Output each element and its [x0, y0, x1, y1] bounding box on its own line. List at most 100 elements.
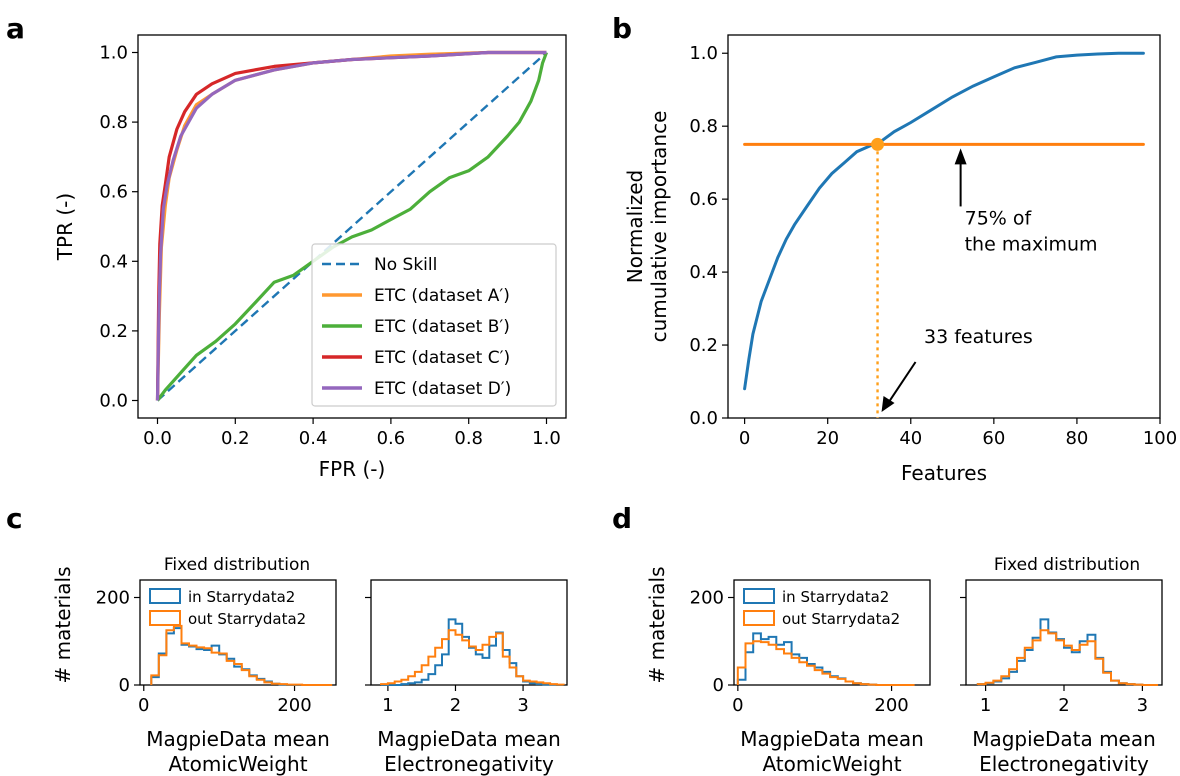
roc-xtick-label: 0.8 — [454, 428, 483, 449]
importance-ytick-label: 1.0 — [689, 43, 718, 64]
hist-d-sub0-out-histogram — [736, 640, 915, 686]
hist-d-sub0-ytick-label: 0 — [713, 675, 724, 696]
roc-series-line-4 — [155, 50, 547, 401]
hist-d-sub0-legend-swatch-0 — [743, 588, 775, 604]
importance-ytick-label: 0.2 — [689, 335, 718, 356]
hist-d-sub0-legend-label-1: out Starrydata2 — [782, 610, 900, 628]
hist-c-sub0-ytick-label: 0 — [119, 675, 130, 696]
hist-d-sub1-xtick-label: 3 — [1137, 695, 1148, 716]
hist-d-sub1-in-histogram — [976, 618, 1159, 686]
roc-frame — [137, 34, 567, 419]
hist-c-sub0-out-histogram — [150, 624, 333, 686]
hist-d-sub0-xlabel-line-1: AtomicWeight — [762, 752, 901, 776]
importance-ytick-label: 0.6 — [689, 189, 718, 210]
roc-xlabel: FPR (-) — [319, 457, 386, 481]
importance-ytick-label: 0.0 — [689, 408, 718, 429]
roc-ylabel: TPR (-) — [53, 193, 77, 261]
hist-c-sub0-frame — [139, 579, 337, 686]
hist-d-sub0-xlabel-line-0: MagpieData mean — [740, 727, 924, 751]
roc-ytick-label: 0.0 — [99, 391, 128, 412]
hist-c-sub1-frame — [370, 579, 568, 686]
hist-c-sub0-legend-swatch-0 — [149, 588, 181, 604]
panel-letter-c: c — [6, 502, 23, 535]
cumulative-importance-chart: 0 20 40 60 80 100 0.0 0.2 0.4 0.6 0.8 1.0 Features No… — [623, 34, 1177, 485]
hist-c-sub1-xtick-label: 1 — [382, 695, 393, 716]
roc-chart: 0.0 0.2 0.4 0.6 0.8 1.0 0.0 0.2 0.4 0.6 0.8 1.0 FPR … — [53, 34, 567, 481]
hist-c-sub0-ytick-label: 200 — [96, 588, 130, 609]
roc-xtick-label: 1.0 — [532, 428, 561, 449]
panel-letter-b: b — [612, 12, 632, 45]
importance-frame — [727, 34, 1161, 419]
importance-xtick-label: 60 — [982, 428, 1005, 449]
importance-ylabel-line-0: Normalized — [623, 170, 647, 283]
roc-legend-label-4: ETC (dataset D′) — [374, 379, 511, 399]
roc-legend-label-2: ETC (dataset B′) — [374, 317, 510, 337]
hist-c-sub1-xtick-label: 3 — [517, 695, 528, 716]
importance-ytick-label: 0.4 — [689, 262, 718, 283]
importance-xtick-label: 20 — [816, 428, 839, 449]
roc-ytick-label: 0.6 — [99, 182, 128, 203]
roc-legend-label-1: ETC (dataset A′) — [374, 286, 510, 306]
roc-legend-label-0: No Skill — [374, 255, 437, 275]
hist-c-sub0-xlabel-line-1: AtomicWeight — [168, 752, 307, 776]
hist-d-sub0-legend-swatch-1 — [743, 610, 775, 626]
importance-annotation2-arrow-shaft — [886, 361, 917, 405]
histogram-panel-d: Fixed distribution # materials 0 200 0 200 Mag… — [645, 555, 1163, 776]
hist-c-subtitle: Fixed distribution — [164, 555, 310, 575]
roc-ytick-label: 0.8 — [99, 112, 128, 133]
hist-d-sub1-xtick-label: 1 — [980, 695, 991, 716]
hist-c-sub0-xtick-label: 200 — [277, 695, 311, 716]
hist-c-ylabel: # materials — [51, 566, 75, 683]
hist-c-sub0-legend-swatch-1 — [149, 610, 181, 626]
hist-c-sub1-out-histogram — [380, 629, 565, 686]
hist-d-sub0-legend-label-0: in Starrydata2 — [782, 588, 889, 606]
roc-ytick-label: 0.2 — [99, 321, 128, 342]
roc-series-line-2 — [156, 51, 548, 402]
importance-xlabel: Features — [901, 461, 987, 485]
panel-letter-a: a — [6, 12, 25, 45]
hist-d-sub0-xtick-label: 0 — [732, 695, 743, 716]
importance-xtick-label: 40 — [899, 428, 922, 449]
hist-c-sub0-legend-label-0: in Starrydata2 — [188, 588, 295, 606]
roc-ytick-label: 1.0 — [99, 43, 128, 64]
hist-c-sub1-xlabel-line-0: MagpieData mean — [377, 727, 561, 751]
hist-d-sub0-xtick-label: 200 — [874, 695, 908, 716]
importance-annotation2-arrow-head — [881, 396, 895, 412]
importance-xtick-label: 0 — [739, 428, 750, 449]
hist-c-sub1-xtick-label: 2 — [450, 695, 461, 716]
hist-d-sub0-frame — [733, 579, 931, 686]
hist-d-sub1-xlabel-line-0: MagpieData mean — [972, 727, 1156, 751]
roc-xtick-label: 0.2 — [221, 428, 250, 449]
importance-xtick-label: 80 — [1065, 428, 1088, 449]
hist-d-sub1-xlabel-line-1: Electronegativity — [979, 752, 1149, 776]
panel-letter-d: d — [612, 502, 632, 535]
hist-d-sub0-ytick-label: 200 — [690, 588, 724, 609]
hist-d-sub1-xtick-label: 2 — [1058, 695, 1069, 716]
hist-c-sub1-xlabel-line-1: Electronegativity — [384, 752, 554, 776]
importance-ytick-label: 0.8 — [689, 116, 718, 137]
hist-d-sub1-out-histogram — [976, 629, 1159, 686]
importance-ylabel-line-1: cumulative importance — [647, 111, 671, 343]
importance-annotation2-text: 33 features — [924, 326, 1033, 348]
hist-c-sub0-legend-label-1: out Starrydata2 — [188, 610, 306, 628]
histogram-panel-c: Fixed distribution # materials 0 200 0 200 Mag… — [51, 555, 568, 776]
hist-d-subtitle: Fixed distribution — [994, 555, 1140, 575]
roc-xtick-label: 0.0 — [143, 428, 172, 449]
importance-annotation-arrow-head — [954, 148, 967, 165]
roc-ytick-label: 0.4 — [99, 251, 128, 272]
hist-d-sub1-frame — [965, 579, 1163, 686]
importance-threshold-marker — [871, 137, 885, 151]
hist-c-sub1-in-histogram — [381, 618, 564, 686]
hist-d-ylabel: # materials — [645, 566, 669, 683]
importance-xtick-label: 100 — [1143, 428, 1177, 449]
roc-legend-label-3: ETC (dataset C′) — [374, 348, 510, 368]
hist-c-sub0-in-histogram — [150, 627, 333, 686]
roc-legend-box — [311, 243, 557, 407]
importance-annotation-text-0: 75% of — [965, 207, 1033, 229]
roc-xtick-label: 0.6 — [377, 428, 406, 449]
hist-c-sub0-xlabel-line-0: MagpieData mean — [146, 727, 330, 751]
roc-series-line-0 — [156, 51, 548, 402]
importance-annotation-text-1: the maximum — [965, 233, 1098, 255]
hist-c-sub0-xtick-label: 0 — [138, 695, 149, 716]
